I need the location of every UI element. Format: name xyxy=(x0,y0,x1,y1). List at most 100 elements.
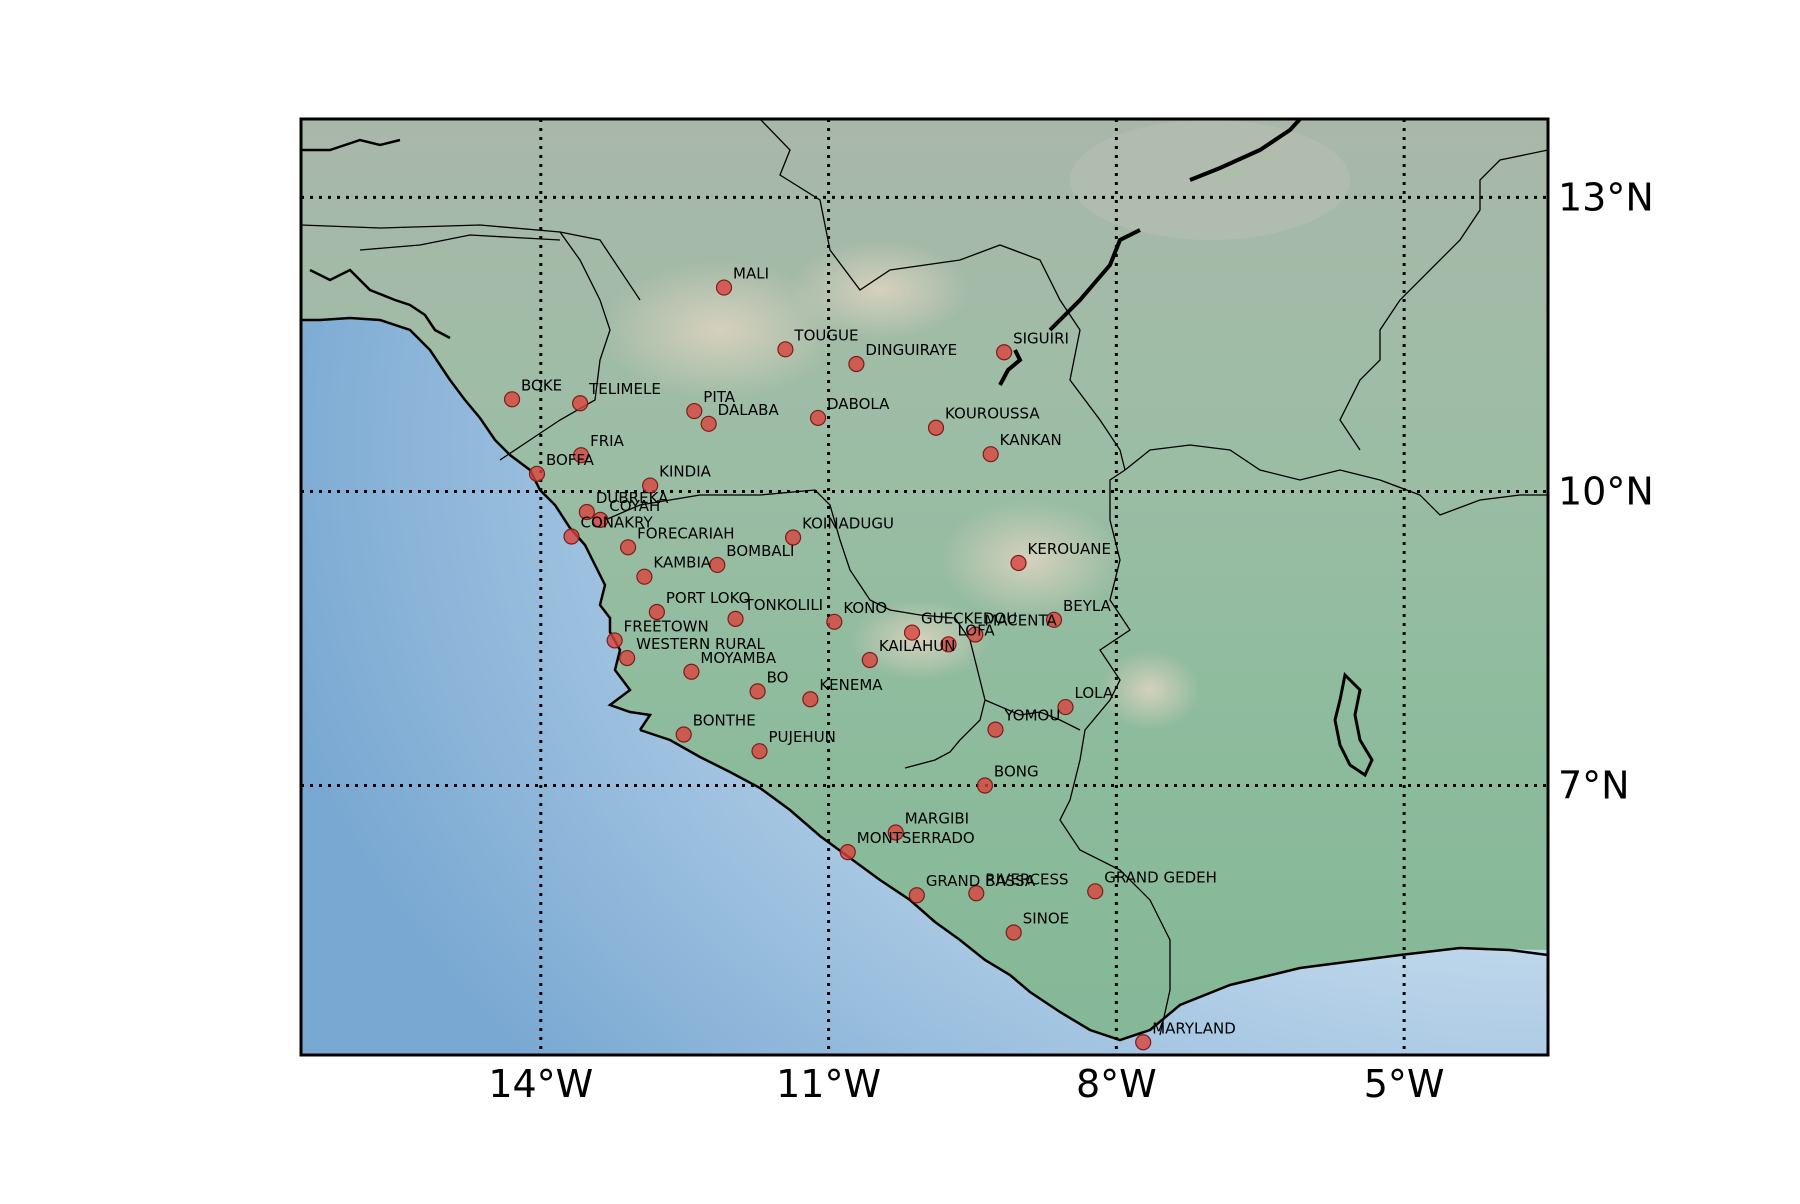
highland xyxy=(1070,120,1350,240)
region-label: GUECKEDOU xyxy=(921,610,1017,628)
region-markers xyxy=(503,279,1152,1051)
country-borders xyxy=(301,119,1548,1036)
lat-tick-label: 13°N xyxy=(1558,175,1654,219)
region-label: DUBREKA xyxy=(596,489,669,507)
region-marker xyxy=(572,395,589,412)
region-marker xyxy=(982,446,999,463)
region-marker xyxy=(715,279,733,296)
highland xyxy=(600,260,840,400)
map-frame xyxy=(299,117,1550,1057)
highland xyxy=(790,240,970,340)
region-marker xyxy=(709,556,726,574)
region-label: COYAH xyxy=(609,497,660,515)
region-marker xyxy=(968,885,985,902)
region-label: KOINADUGU xyxy=(802,515,894,533)
region-marker xyxy=(563,528,580,545)
region-label: MOYAMBA xyxy=(700,649,776,667)
region-marker xyxy=(648,603,665,621)
region-label: PUJEHUN xyxy=(769,728,836,746)
region-label: YOMOU xyxy=(1003,707,1060,725)
region-label: TOUGUE xyxy=(793,326,858,344)
region-label: KAMBIA xyxy=(653,554,711,572)
lat-tick-label: 7°N xyxy=(1558,763,1630,807)
region-label: BEYLA xyxy=(1063,597,1112,615)
region-marker xyxy=(683,663,700,680)
region-marker xyxy=(996,344,1013,361)
region-marker xyxy=(967,626,984,643)
region-label: FRIA xyxy=(590,432,624,450)
region-label: FREETOWN xyxy=(624,617,709,635)
region-marker xyxy=(848,355,865,373)
river xyxy=(1189,119,1302,182)
region-marker xyxy=(1005,924,1022,941)
graticule xyxy=(301,119,1548,1055)
river xyxy=(1048,228,1141,332)
highland xyxy=(850,600,990,680)
region-label: MONTSERRADO xyxy=(857,829,975,847)
lon-tick-label: 5°W xyxy=(1364,1062,1445,1106)
region-label: MARYLAND xyxy=(1152,1019,1236,1037)
region-marker xyxy=(606,632,623,649)
region-marker xyxy=(802,691,819,708)
region-label: TONKOLILI xyxy=(744,596,824,614)
region-label: MALI xyxy=(733,265,769,283)
axis-tick-labels: 14°W 11°W 8°W 5°W 13°N 10°N 7°N xyxy=(488,175,1653,1106)
river xyxy=(998,349,1023,386)
map-area xyxy=(301,119,1548,1055)
coastline xyxy=(301,138,401,152)
region-marker xyxy=(686,402,703,420)
region-label: BOKE xyxy=(521,376,562,394)
region-label: KENEMA xyxy=(819,676,883,694)
coastline xyxy=(301,316,653,731)
region-marker xyxy=(619,649,636,667)
region-label: KINDIA xyxy=(659,463,711,481)
region-marker xyxy=(809,409,827,427)
region-marker xyxy=(927,419,945,436)
region-label: MARGIBI xyxy=(905,810,969,828)
region-marker xyxy=(777,341,794,358)
region-label: GRAND GEDEH xyxy=(1104,868,1217,886)
lon-tick-label: 11°W xyxy=(776,1062,881,1106)
region-label: TELIMELE xyxy=(588,380,661,398)
region-marker xyxy=(826,613,843,630)
region-marker xyxy=(727,610,744,627)
region-marker xyxy=(1135,1034,1152,1051)
region-label: WESTERN RURAL xyxy=(636,635,765,653)
region-marker xyxy=(1087,883,1104,900)
region-marker xyxy=(1045,611,1063,628)
region-marker xyxy=(675,726,692,743)
region-label: KONO xyxy=(843,599,887,617)
region-marker xyxy=(592,511,609,528)
lat-tick-label: 10°N xyxy=(1558,469,1654,513)
region-label: LOLA xyxy=(1075,684,1114,702)
region-marker xyxy=(528,465,546,482)
region-marker xyxy=(578,503,595,521)
lon-tick-label: 8°W xyxy=(1076,1062,1157,1106)
region-label: DABOLA xyxy=(827,395,890,413)
region-label: BOFFA xyxy=(546,451,595,469)
region-label: BO xyxy=(767,668,789,686)
region-marker xyxy=(903,624,921,641)
region-marker xyxy=(636,568,653,585)
region-marker xyxy=(987,721,1004,738)
region-marker xyxy=(751,743,768,760)
region-marker xyxy=(887,824,904,841)
region-marker xyxy=(572,447,590,464)
region-label: CONAKRY xyxy=(581,514,654,532)
region-label: MACENTA xyxy=(984,612,1057,630)
region-marker xyxy=(503,391,521,408)
region-label: KAILAHUN xyxy=(879,637,956,655)
region-marker xyxy=(784,529,802,546)
region-label: RIVERCESS xyxy=(985,870,1068,888)
region-marker xyxy=(976,777,994,794)
region-marker xyxy=(940,636,957,653)
region-marker xyxy=(1010,554,1027,572)
region-marker xyxy=(861,651,878,669)
region-label: BONG xyxy=(994,762,1039,780)
region-label: KEROUANE xyxy=(1028,540,1111,558)
region-marker xyxy=(619,539,637,556)
lon-tick-label: 14°W xyxy=(488,1062,593,1106)
